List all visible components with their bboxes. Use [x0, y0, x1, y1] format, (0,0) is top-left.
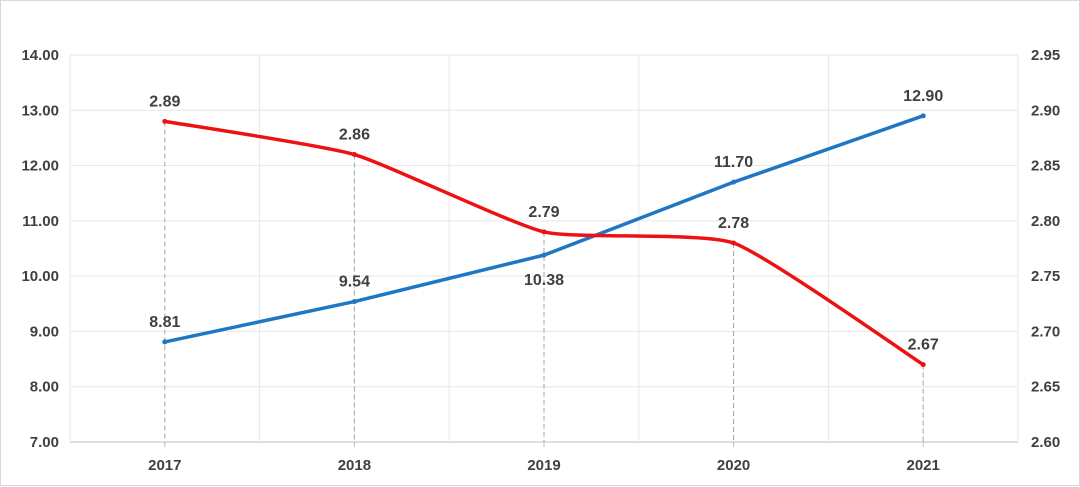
left-tick-label: 11.00: [22, 213, 59, 230]
gridlines: [69, 54, 1019, 443]
data-label: 10.38: [524, 272, 564, 289]
data-point: [541, 252, 547, 258]
x-tick-label: 2020: [717, 457, 750, 474]
x-axis: 2017 2018 2019 2020 2021: [148, 442, 940, 474]
right-tick-label: 2.75: [1031, 268, 1060, 285]
right-tick-label: 2.85: [1031, 158, 1060, 175]
left-tick-label: 12.00: [21, 158, 59, 175]
right-tick-label: 2.80: [1031, 213, 1060, 230]
x-tick-label: 2019: [527, 457, 560, 474]
left-tick-label: 13.00: [21, 102, 59, 119]
right-y-axis: 2.60 2.65 2.70 2.75 2.80 2.85 2.90 2.95: [1031, 47, 1060, 451]
data-label: 2.79: [528, 204, 559, 221]
data-point: [920, 113, 926, 119]
series-lines: [162, 113, 926, 368]
data-label: 2.89: [149, 93, 180, 110]
data-label: 2.67: [908, 337, 939, 354]
left-tick-label: 9.00: [30, 323, 59, 340]
left-y-axis: 7.00 8.00 9.00 10.00 11.00 12.00 13.00 14.00: [21, 47, 59, 451]
left-tick-label: 10.00: [21, 268, 59, 285]
data-point: [920, 362, 926, 368]
data-point: [351, 152, 357, 158]
right-tick-label: 2.70: [1031, 323, 1060, 340]
right-tick-label: 2.95: [1031, 47, 1060, 64]
data-label: 8.81: [149, 314, 180, 331]
data-label: 11.70: [714, 154, 753, 171]
data-point: [162, 339, 168, 345]
left-tick-label: 7.00: [30, 434, 59, 451]
data-point: [162, 118, 168, 124]
data-point: [541, 229, 547, 235]
right-tick-label: 2.65: [1031, 379, 1060, 396]
x-tick-label: 2018: [338, 457, 371, 474]
x-tick-label: 2017: [148, 457, 181, 474]
data-label: 2.86: [339, 127, 370, 144]
left-tick-label: 8.00: [30, 379, 59, 396]
right-tick-label: 2.90: [1031, 102, 1060, 119]
data-label: 9.54: [339, 274, 370, 291]
category-guides: [164, 121, 924, 442]
data-point: [351, 299, 357, 305]
right-tick-label: 2.60: [1031, 434, 1060, 451]
data-point: [731, 240, 737, 246]
data-labels: 8.81 9.54 10.38 11.70 12.90 2.89 2.86 2.79 2.78 2…: [149, 88, 943, 354]
data-label: 12.90: [903, 88, 943, 105]
left-tick-label: 14.00: [21, 47, 59, 64]
x-tick-label: 2021: [907, 457, 940, 474]
data-point: [731, 179, 737, 185]
data-label: 2.78: [718, 215, 749, 232]
